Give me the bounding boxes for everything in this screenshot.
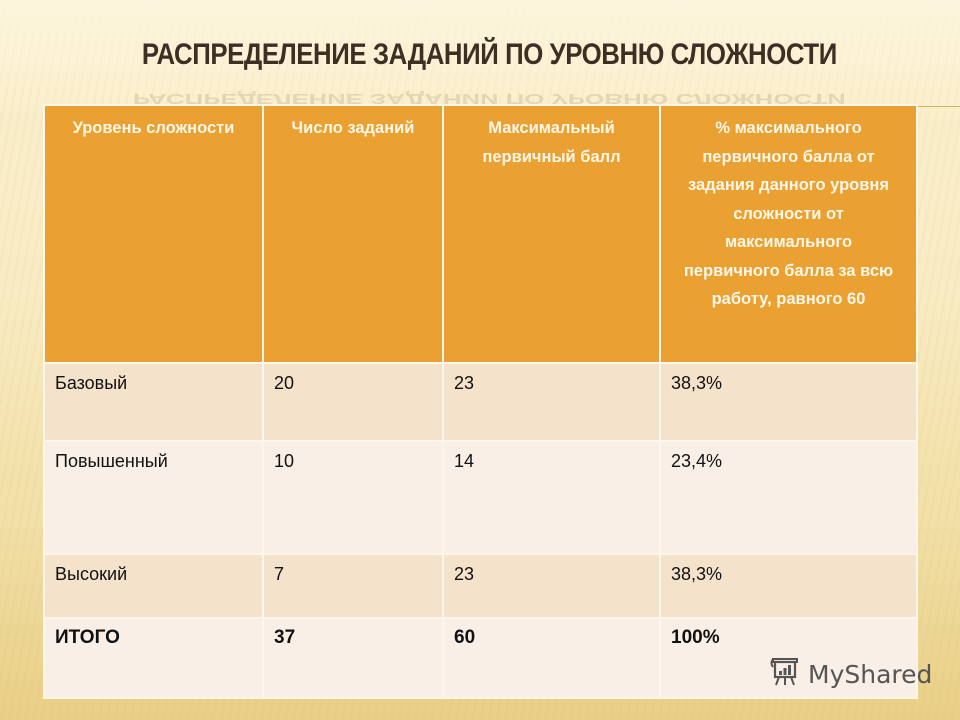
difficulty-distribution-table: Уровень сложности Число заданий Максимал… xyxy=(43,104,918,699)
cell-count: 10 xyxy=(262,440,444,555)
cell-level: ИТОГО xyxy=(43,617,264,699)
cell-max-score: 14 xyxy=(442,440,661,555)
cell-level: Высокий xyxy=(43,553,264,619)
cell-percent: 23,4% xyxy=(659,440,918,555)
watermark: MyShared xyxy=(768,654,932,694)
cell-max-score: 23 xyxy=(442,553,661,619)
header-difficulty-level: Уровень сложности xyxy=(43,104,264,364)
cell-count: 37 xyxy=(262,617,444,699)
cell-level: Базовый xyxy=(43,362,264,442)
table-header-row: Уровень сложности Число заданий Максимал… xyxy=(43,104,918,364)
cell-max-score: 23 xyxy=(442,362,661,442)
slide-title: РАСПРЕДЕЛЕНИЕ ЗАДАНИЙ ПО УРОВНЮ СЛОЖНОСТ… xyxy=(141,38,837,71)
header-score-percentage: % максимального первичного балла от зада… xyxy=(659,104,918,364)
cell-percent: 38,3% xyxy=(659,362,918,442)
cell-percent: 38,3% xyxy=(659,553,918,619)
cell-count: 20 xyxy=(262,362,444,442)
table-row: Повышенный 10 14 23,4% xyxy=(43,440,918,555)
table-row: Базовый 20 23 38,3% xyxy=(43,362,918,442)
header-max-primary-score: Максимальный первичный балл xyxy=(442,104,661,364)
table-row: Высокий 7 23 38,3% xyxy=(43,553,918,619)
presentation-board-icon xyxy=(768,654,802,694)
cell-level: Повышенный xyxy=(43,440,264,555)
cell-max-score: 60 xyxy=(442,617,661,699)
decorative-rule xyxy=(916,106,960,107)
cell-count: 7 xyxy=(262,553,444,619)
header-task-count: Число заданий xyxy=(262,104,444,364)
watermark-text: MyShared xyxy=(808,659,933,689)
